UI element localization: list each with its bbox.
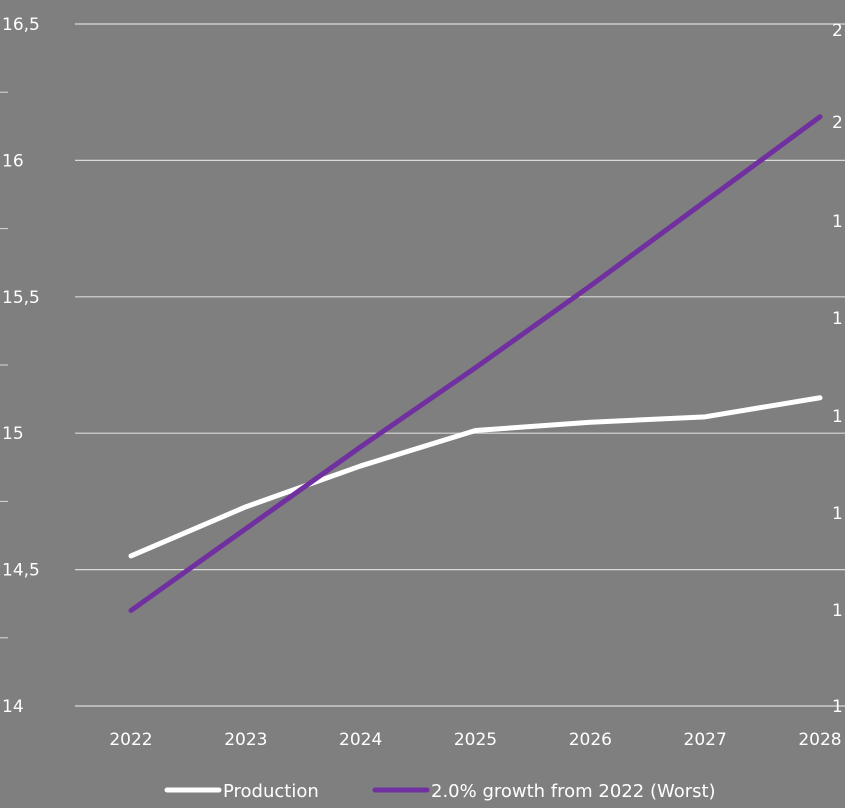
secondary-y-tick-label: 1 (832, 407, 843, 427)
x-tick-label: 2023 (224, 730, 267, 750)
gridlines (75, 23, 845, 707)
x-tick-label: 2026 (569, 730, 612, 750)
y-tick-label: 15,5 (2, 288, 40, 308)
x-tick-label: 2025 (454, 730, 497, 750)
secondary-y-tick-label: 1 (832, 601, 843, 621)
y-tick-label: 16,5 (2, 15, 40, 35)
x-tick-label: 2027 (684, 730, 727, 750)
x-tick-label: 2024 (339, 730, 382, 750)
legend: Production 2.0% growth from 2022 (Worst) (164, 781, 716, 802)
y-tick-label: 16 (2, 151, 24, 171)
secondary-y-tick-label: 1 (832, 504, 843, 524)
secondary-y-tick-label: 2 (832, 113, 843, 133)
legend-label: 2.0% growth from 2022 (Worst) (431, 781, 716, 802)
secondary-y-tick-label: 1 (832, 212, 843, 232)
legend-label: Production (223, 781, 319, 802)
secondary-y-tick-label: 1 (832, 309, 843, 329)
series-line (128, 114, 823, 614)
y-tick-label: 15 (2, 424, 24, 444)
secondary-y-tick-label: 2 (832, 21, 843, 41)
y-tick-label: 14,5 (2, 561, 40, 581)
x-tick-label: 2022 (109, 730, 152, 750)
secondary-y-tick-label: 1 (832, 697, 843, 717)
axes: 14 14,5 15 15,5 16 16,5 1 1 1 1 1 1 2 2 2022 2023 2024 20… (0, 15, 843, 750)
y-tick-label: 14 (2, 697, 24, 717)
x-tick-label: 2028 (798, 730, 841, 750)
series-lines (128, 114, 823, 614)
series-line (128, 395, 823, 559)
